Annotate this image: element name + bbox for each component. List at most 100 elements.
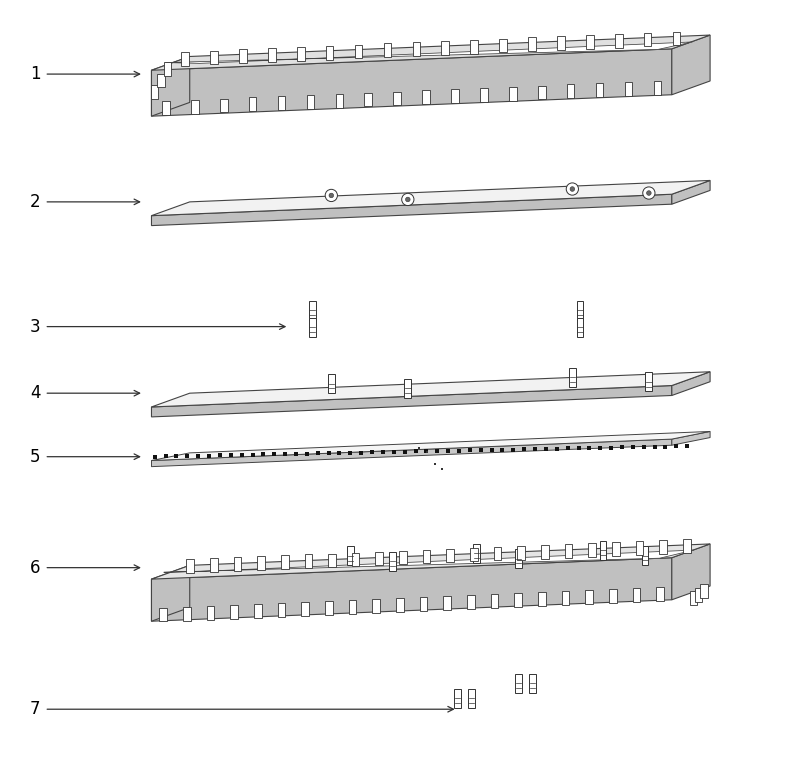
Polygon shape — [355, 45, 362, 58]
Polygon shape — [325, 601, 333, 614]
Polygon shape — [644, 33, 651, 47]
Polygon shape — [151, 85, 158, 99]
Polygon shape — [220, 98, 228, 112]
Polygon shape — [499, 38, 507, 52]
Polygon shape — [163, 62, 171, 76]
Polygon shape — [234, 558, 242, 571]
Polygon shape — [254, 604, 262, 617]
Text: 6: 6 — [30, 558, 40, 577]
Polygon shape — [567, 84, 574, 98]
Text: 3: 3 — [30, 318, 40, 336]
Polygon shape — [577, 318, 583, 337]
Polygon shape — [609, 589, 617, 603]
Polygon shape — [307, 95, 314, 109]
Polygon shape — [615, 34, 622, 48]
Polygon shape — [164, 550, 694, 572]
Polygon shape — [335, 94, 343, 108]
Polygon shape — [467, 595, 474, 609]
Text: 2: 2 — [30, 193, 40, 211]
Polygon shape — [404, 379, 411, 398]
Polygon shape — [166, 42, 692, 64]
Polygon shape — [183, 607, 191, 621]
Circle shape — [566, 183, 579, 195]
Polygon shape — [473, 544, 480, 563]
Circle shape — [402, 194, 414, 206]
Circle shape — [325, 190, 338, 201]
Polygon shape — [151, 49, 671, 116]
Polygon shape — [257, 557, 265, 570]
Polygon shape — [207, 606, 214, 620]
Polygon shape — [441, 41, 449, 55]
Polygon shape — [210, 558, 217, 572]
Polygon shape — [565, 544, 572, 558]
Polygon shape — [151, 372, 710, 407]
Polygon shape — [529, 674, 536, 693]
Polygon shape — [671, 432, 710, 445]
Polygon shape — [419, 597, 427, 611]
Circle shape — [646, 190, 651, 195]
Polygon shape — [384, 44, 391, 57]
Circle shape — [406, 197, 410, 202]
Polygon shape — [490, 594, 499, 607]
Polygon shape — [301, 602, 309, 616]
Polygon shape — [671, 372, 710, 396]
Polygon shape — [642, 546, 649, 565]
Polygon shape — [210, 51, 218, 65]
Polygon shape — [600, 541, 606, 560]
Polygon shape — [516, 674, 522, 693]
Polygon shape — [454, 689, 461, 708]
Polygon shape — [451, 89, 459, 103]
Polygon shape — [181, 51, 189, 65]
Polygon shape — [309, 318, 316, 337]
Polygon shape — [625, 82, 633, 96]
Circle shape — [329, 194, 334, 197]
Polygon shape — [305, 554, 312, 568]
Polygon shape — [230, 605, 238, 618]
Polygon shape — [249, 98, 256, 111]
Circle shape — [642, 187, 655, 199]
Polygon shape — [151, 558, 671, 621]
Polygon shape — [528, 38, 536, 51]
Polygon shape — [656, 588, 664, 601]
Circle shape — [570, 187, 574, 191]
Polygon shape — [494, 547, 502, 561]
Polygon shape — [516, 549, 522, 568]
Polygon shape — [588, 543, 596, 557]
Polygon shape — [349, 600, 356, 614]
Polygon shape — [278, 96, 285, 110]
Polygon shape — [470, 40, 478, 54]
Polygon shape — [562, 591, 569, 605]
Polygon shape — [364, 93, 372, 107]
Polygon shape — [447, 548, 454, 562]
Polygon shape — [633, 588, 640, 602]
Polygon shape — [671, 35, 710, 94]
Polygon shape — [326, 46, 334, 60]
Polygon shape — [586, 35, 594, 49]
Polygon shape — [538, 85, 545, 99]
Polygon shape — [423, 91, 430, 104]
Polygon shape — [187, 559, 194, 573]
Polygon shape — [151, 439, 671, 467]
Polygon shape — [151, 386, 671, 417]
Polygon shape — [191, 100, 199, 114]
Polygon shape — [671, 180, 710, 204]
Polygon shape — [151, 565, 190, 621]
Polygon shape — [612, 542, 620, 555]
Polygon shape — [151, 432, 710, 461]
Polygon shape — [151, 544, 710, 579]
Polygon shape — [389, 551, 396, 571]
Polygon shape — [159, 607, 167, 621]
Polygon shape — [423, 550, 431, 564]
Polygon shape — [636, 541, 643, 554]
Polygon shape — [695, 588, 702, 601]
Polygon shape — [328, 374, 335, 393]
Polygon shape — [673, 31, 680, 45]
Polygon shape — [396, 598, 404, 612]
Text: 1: 1 — [30, 65, 40, 83]
Polygon shape — [538, 592, 545, 606]
Polygon shape — [376, 551, 383, 565]
Polygon shape — [541, 545, 549, 558]
Polygon shape — [690, 591, 697, 605]
Polygon shape — [577, 301, 583, 320]
Polygon shape — [158, 74, 165, 88]
